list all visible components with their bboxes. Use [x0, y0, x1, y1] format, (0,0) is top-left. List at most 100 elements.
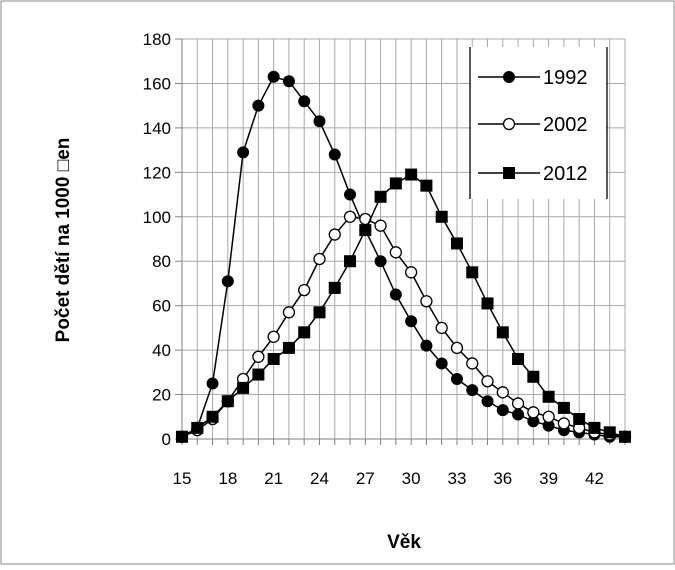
- data-point-2012: [619, 430, 631, 443]
- data-point-2012: [542, 390, 555, 403]
- x-tick-label: 15: [173, 469, 192, 488]
- data-point-2002: [511, 397, 525, 410]
- x-axis-title: Věk: [387, 532, 421, 553]
- y-tick-label: 20: [152, 386, 171, 405]
- data-point-2002: [389, 246, 403, 259]
- y-tick-label: 140: [143, 119, 171, 138]
- data-point-2002: [527, 406, 540, 419]
- data-point-2002: [313, 252, 326, 266]
- data-point-1992: [221, 275, 234, 288]
- data-point-2002: [557, 417, 571, 430]
- data-point-2012: [374, 190, 387, 203]
- data-point-2002: [466, 357, 479, 370]
- data-point-2002: [328, 228, 341, 241]
- x-tick-label: 24: [310, 469, 329, 488]
- data-point-2002: [496, 386, 509, 399]
- data-point-2012: [298, 326, 311, 339]
- legend-label: 2012: [543, 163, 588, 185]
- x-tick-label: 21: [264, 469, 283, 488]
- data-point-2012: [405, 168, 418, 181]
- data-point-1992: [282, 75, 295, 88]
- data-point-2012: [313, 306, 326, 319]
- data-point-1992: [389, 288, 402, 301]
- data-point-2002: [298, 283, 311, 297]
- data-point-1992: [435, 357, 448, 370]
- data-point-2012: [389, 177, 402, 190]
- y-tick-label: 160: [143, 74, 171, 93]
- y-tick-label: 100: [143, 208, 171, 227]
- data-point-2002: [420, 295, 433, 308]
- data-point-2012: [344, 255, 357, 268]
- x-tick-label: 30: [402, 469, 421, 488]
- data-point-2002: [252, 350, 265, 363]
- data-point-2012: [191, 421, 204, 434]
- data-point-2012: [466, 266, 479, 279]
- legend-entry-1992: 1992: [478, 67, 588, 89]
- data-point-2012: [603, 426, 616, 439]
- data-point-2012: [496, 326, 509, 339]
- data-point-2012: [420, 179, 433, 192]
- data-point-1992: [252, 99, 265, 112]
- data-point-2002: [404, 266, 418, 279]
- data-point-2012: [176, 430, 188, 443]
- legend-marker: [503, 167, 515, 179]
- data-point-2012: [481, 297, 494, 310]
- legend-label: 2002: [543, 114, 588, 136]
- x-tick-label: 33: [448, 469, 467, 488]
- y-tick-label: 80: [152, 252, 171, 271]
- legend-label: 1992: [543, 67, 588, 89]
- data-point-2012: [573, 413, 586, 425]
- data-point-2012: [450, 237, 463, 250]
- series-group: [175, 70, 632, 443]
- y-tick-label: 40: [152, 341, 171, 360]
- axes: 0 20 40 60 80 100 120 140 160 180 15 18 21 24 27 30 33 36…: [143, 30, 626, 488]
- legend-marker: [503, 71, 515, 83]
- data-point-2012: [252, 368, 265, 381]
- data-point-1992: [267, 70, 280, 83]
- data-point-2012: [221, 395, 234, 408]
- y-tick-label: 120: [143, 163, 171, 182]
- data-point-2012: [359, 224, 372, 237]
- data-point-2012: [282, 341, 295, 354]
- data-point-1992: [344, 188, 357, 201]
- data-point-2012: [557, 401, 570, 414]
- data-point-2012: [588, 421, 601, 434]
- data-point-2002: [267, 330, 280, 343]
- data-point-1992: [374, 255, 387, 268]
- legend-entry-2012: 2012: [478, 163, 588, 185]
- data-point-1992: [328, 148, 341, 161]
- data-point-2012: [512, 353, 525, 365]
- data-point-2012: [435, 210, 448, 223]
- legend: 1992 2002 2012: [469, 47, 608, 199]
- data-point-1992: [512, 408, 525, 421]
- x-tick-label: 27: [356, 469, 375, 488]
- data-point-2002: [282, 306, 296, 319]
- data-point-1992: [450, 373, 463, 385]
- data-point-2012: [328, 281, 341, 294]
- y-tick-label: 0: [162, 430, 171, 449]
- x-tick-label: 42: [585, 469, 604, 488]
- data-point-1992: [405, 315, 418, 328]
- data-point-2002: [481, 375, 494, 388]
- data-point-1992: [466, 384, 479, 397]
- data-point-1992: [237, 146, 250, 159]
- legend-entry-2002: 2002: [478, 114, 588, 136]
- data-point-2012: [206, 410, 219, 423]
- data-point-2002: [450, 341, 464, 355]
- y-tick-label: 60: [152, 297, 171, 316]
- data-point-2002: [542, 410, 555, 423]
- data-point-1992: [298, 95, 311, 108]
- data-point-1992: [420, 339, 433, 352]
- data-point-1992: [206, 377, 219, 390]
- data-point-2002: [435, 321, 448, 335]
- x-tick-label: 18: [218, 469, 237, 488]
- x-tick-label: 36: [493, 469, 512, 488]
- data-point-1992: [481, 395, 494, 408]
- legend-marker: [502, 117, 516, 131]
- data-point-2012: [527, 370, 540, 383]
- y-axis-title: Počet dětí na 1000 □en: [53, 138, 74, 343]
- data-point-1992: [496, 404, 509, 417]
- series-2012: [176, 168, 631, 443]
